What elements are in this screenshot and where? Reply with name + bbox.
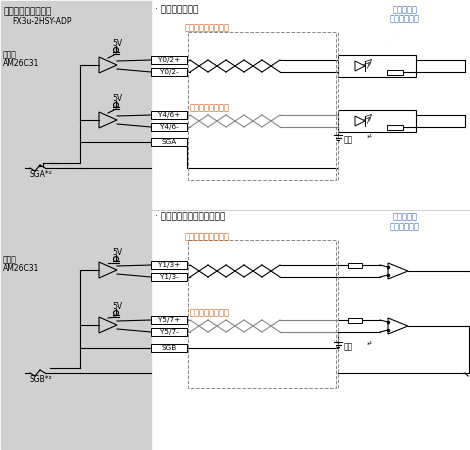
Text: SGB*²: SGB*² (30, 375, 53, 384)
Bar (387, 69, 403, 75)
Polygon shape (388, 263, 408, 279)
Text: Y5/7+: Y5/7+ (158, 317, 180, 323)
Text: Y4/6+: Y4/6+ (158, 112, 180, 118)
Text: FX3u-2HSY-ADP: FX3u-2HSY-ADP (12, 17, 71, 26)
Bar (188, 240, 336, 388)
Text: SGA*²: SGA*² (30, 170, 53, 179)
Text: 相当于: 相当于 (3, 50, 17, 59)
Polygon shape (99, 317, 117, 333)
Bar (151, 316, 187, 324)
Bar (387, 125, 403, 130)
Bar (151, 261, 187, 269)
Text: Y5/7-: Y5/7- (160, 329, 179, 335)
Bar (338, 55, 416, 77)
Text: 相当于: 相当于 (3, 255, 17, 264)
Text: （驱动单元）: （驱动单元） (390, 222, 420, 231)
Bar (151, 111, 187, 119)
Text: SGA: SGA (161, 139, 177, 145)
Text: Y0/2-: Y0/2- (160, 69, 179, 75)
Text: 伺服放大器: 伺服放大器 (392, 212, 417, 221)
Polygon shape (99, 262, 117, 278)
Bar (338, 110, 416, 132)
Text: 方向／反转脉冲串: 方向／反转脉冲串 (190, 308, 230, 317)
Text: Y4/6-: Y4/6- (160, 124, 179, 130)
Text: 接地: 接地 (344, 135, 353, 144)
Text: AM26C31: AM26C31 (3, 59, 39, 68)
Text: AM26C31: AM26C31 (3, 264, 39, 273)
Text: · 连接在光耦上时: · 连接在光耦上时 (155, 5, 198, 14)
Text: 接地: 接地 (344, 342, 353, 351)
Bar (348, 262, 362, 267)
Text: 5V: 5V (112, 248, 122, 257)
Polygon shape (99, 112, 117, 128)
Bar (1, 1, 151, 449)
Polygon shape (99, 57, 117, 73)
Text: 5V: 5V (112, 94, 122, 103)
Text: （驱动单元）: （驱动单元） (390, 14, 420, 23)
Bar (348, 318, 362, 323)
Text: 脉冲串／正转脉冲串: 脉冲串／正转脉冲串 (185, 232, 230, 241)
Text: Y0/2+: Y0/2+ (158, 57, 180, 63)
Text: 5V: 5V (112, 39, 122, 48)
Text: Y1/3-: Y1/3- (160, 274, 179, 280)
Bar (151, 123, 187, 131)
Text: *¹: *¹ (367, 135, 373, 141)
Bar (188, 32, 336, 180)
Text: 方向／反转脉冲串: 方向／反转脉冲串 (190, 103, 230, 112)
Bar (151, 68, 187, 76)
Bar (151, 344, 187, 352)
Bar (151, 328, 187, 336)
Text: *¹: *¹ (367, 342, 373, 348)
Bar (151, 273, 187, 281)
Bar (151, 56, 187, 64)
Text: Y1/3+: Y1/3+ (158, 262, 180, 268)
Text: 脉冲串／正转脉冲串: 脉冲串／正转脉冲串 (185, 23, 230, 32)
Polygon shape (388, 318, 408, 334)
Text: · 连接在差动线性接收器上时: · 连接在差动线性接收器上时 (155, 212, 225, 221)
Text: 5V: 5V (112, 302, 122, 311)
Text: 伺服放大器: 伺服放大器 (392, 5, 417, 14)
Text: 高速输出特殊适配器: 高速输出特殊适配器 (4, 7, 52, 16)
Text: SGB: SGB (161, 345, 177, 351)
Bar (151, 138, 187, 146)
